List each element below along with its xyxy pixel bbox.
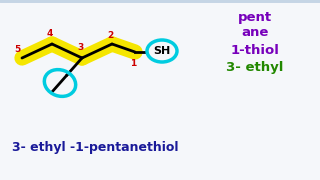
Text: 2: 2: [107, 30, 113, 39]
Text: 1-thiol: 1-thiol: [231, 44, 279, 57]
Text: 3- ethyl -1-pentanethiol: 3- ethyl -1-pentanethiol: [12, 141, 179, 154]
Text: ane: ane: [241, 26, 269, 39]
Ellipse shape: [147, 40, 177, 62]
Text: 1: 1: [130, 60, 136, 69]
Text: 4: 4: [47, 30, 53, 39]
Text: 3- ethyl: 3- ethyl: [226, 60, 284, 73]
Text: pent: pent: [238, 12, 272, 24]
Text: SH: SH: [153, 46, 171, 56]
Text: 3: 3: [77, 44, 83, 53]
Text: 5: 5: [14, 44, 20, 53]
